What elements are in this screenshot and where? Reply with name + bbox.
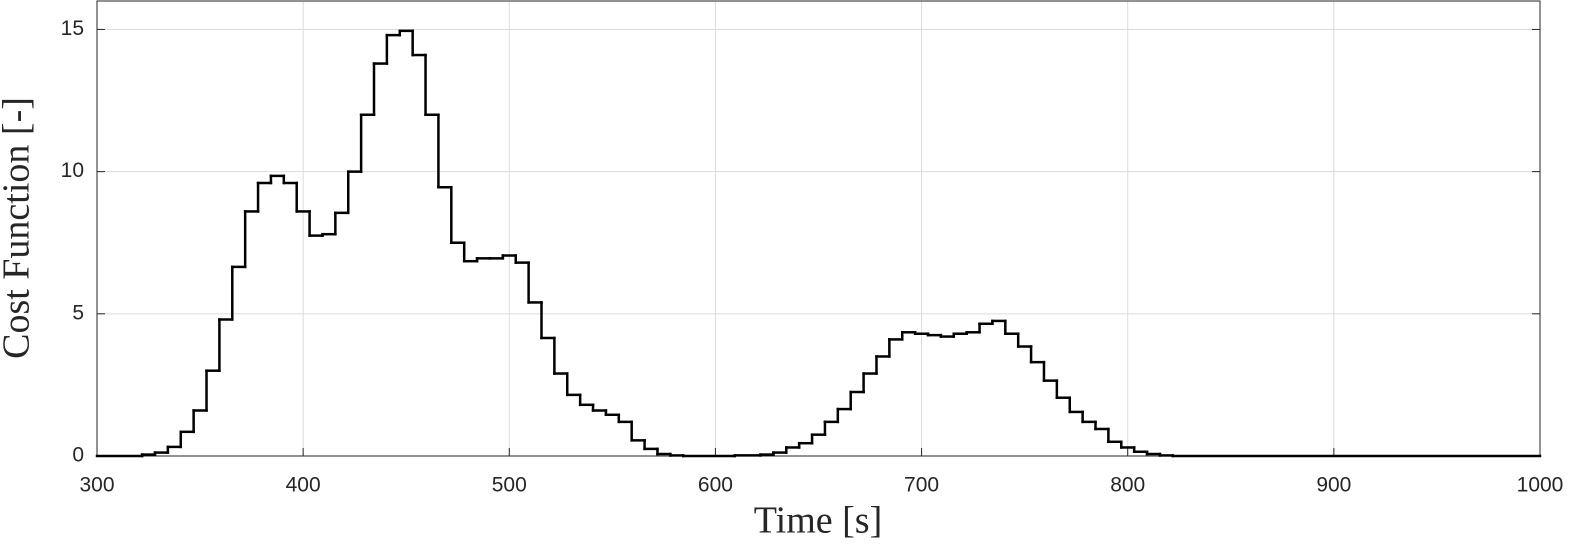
x-tick-label: 600 bbox=[698, 474, 733, 497]
y-tick-label: 15 bbox=[61, 17, 84, 40]
x-tick-label: 1000 bbox=[1517, 474, 1564, 497]
x-tick-label: 800 bbox=[1110, 474, 1145, 497]
x-axis-label: Time [s] bbox=[754, 500, 882, 542]
x-tick-label: 300 bbox=[79, 474, 114, 497]
x-tick-label: 700 bbox=[904, 474, 939, 497]
x-tick-label: 500 bbox=[492, 474, 527, 497]
y-axis-label: Cost Function [-] bbox=[0, 97, 38, 359]
y-tick-label: 5 bbox=[72, 301, 84, 324]
x-tick-label: 900 bbox=[1316, 474, 1351, 497]
y-tick-label: 10 bbox=[61, 159, 84, 182]
plot-frame bbox=[96, 0, 1541, 457]
x-tick-label: 400 bbox=[286, 474, 321, 497]
y-tick-label: 0 bbox=[72, 444, 84, 467]
